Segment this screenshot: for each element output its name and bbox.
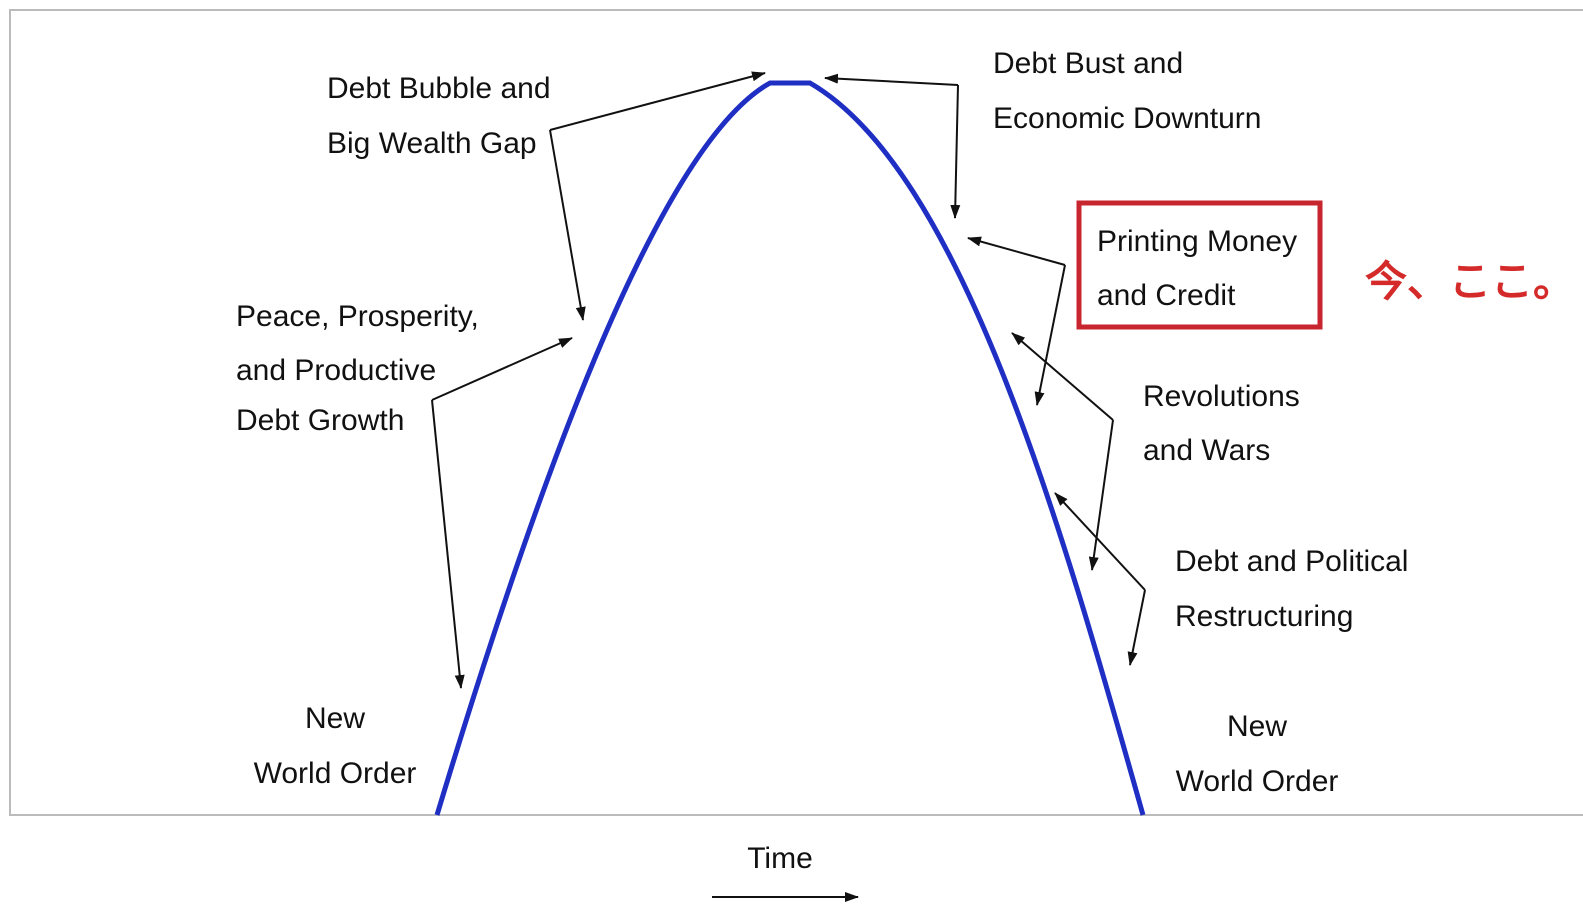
arrow <box>1011 332 1114 421</box>
frame <box>9 9 1583 816</box>
label: Debt Bust and <box>993 47 1183 80</box>
arrows <box>431 71 1146 902</box>
label: New <box>305 702 365 735</box>
label: and Wars <box>1143 434 1270 467</box>
arrow <box>824 73 959 86</box>
label: World Order <box>254 757 417 790</box>
label: and Productive <box>236 354 436 387</box>
arrow <box>1034 264 1066 406</box>
arrow <box>950 84 961 219</box>
annotation: 今、ここ。 <box>1365 258 1575 305</box>
arrow <box>1088 419 1114 571</box>
arrow <box>549 129 586 321</box>
label: Big Wealth Gap <box>327 127 537 160</box>
arrow <box>1127 589 1146 666</box>
label: Debt Bubble and <box>327 72 551 105</box>
arrow <box>1054 492 1146 591</box>
label: Debt Growth <box>236 404 404 437</box>
label: Debt and Political <box>1175 545 1408 578</box>
axis-label: Time <box>747 842 813 875</box>
arrow <box>431 337 573 401</box>
label: and Credit <box>1097 279 1236 312</box>
label: World Order <box>1176 765 1339 798</box>
label: Economic Downturn <box>993 102 1261 135</box>
cycle-curve <box>434 80 1146 816</box>
label: Printing Money <box>1097 225 1297 258</box>
label: Revolutions <box>1143 380 1300 413</box>
arrow <box>967 236 1066 266</box>
label: Peace, Prosperity, <box>236 300 479 333</box>
arrow <box>431 399 465 689</box>
highlight-box <box>1076 200 1323 330</box>
label: New <box>1227 710 1287 743</box>
label: Restructuring <box>1175 600 1353 633</box>
arrow <box>549 71 766 131</box>
